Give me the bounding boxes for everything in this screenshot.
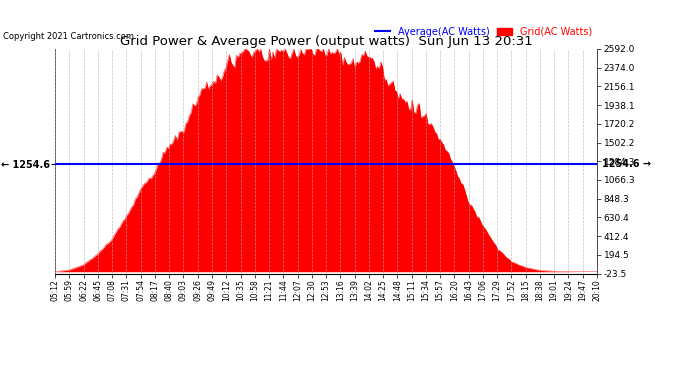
Title: Grid Power & Average Power (output watts)  Sun Jun 13 20:31: Grid Power & Average Power (output watts… [119, 34, 533, 48]
Legend: Average(AC Watts), Grid(AC Watts): Average(AC Watts), Grid(AC Watts) [375, 27, 592, 37]
Text: 1254.6 →: 1254.6 → [602, 159, 651, 169]
Text: Copyright 2021 Cartronics.com: Copyright 2021 Cartronics.com [3, 32, 135, 41]
